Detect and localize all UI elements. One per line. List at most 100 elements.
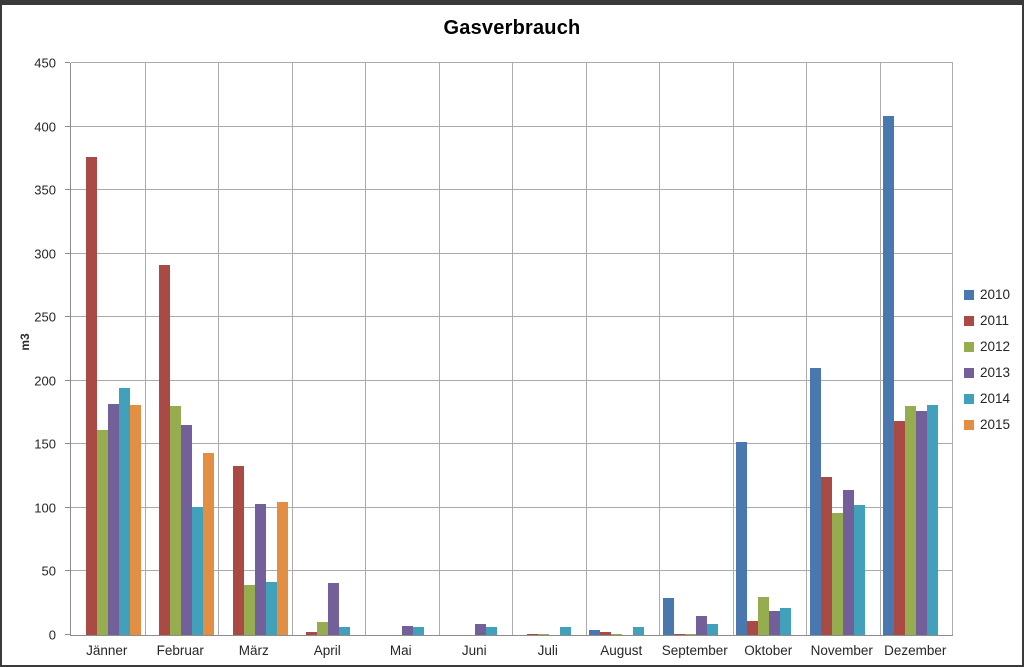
bar-2014-Oktober — [780, 608, 792, 635]
y-tick-label-250: 250 — [34, 309, 56, 325]
bar-2010-Oktober — [736, 441, 748, 635]
bar-2013-Mai — [401, 626, 413, 635]
bar-group-April — [292, 63, 366, 635]
gridline-y-450 — [71, 62, 953, 63]
bar-2012-Oktober — [758, 596, 770, 635]
plot-area — [70, 62, 953, 636]
gridline-x-12 — [952, 63, 953, 635]
bar-2012-Jänner — [96, 430, 108, 635]
bar-2013-Juni — [475, 623, 487, 635]
bar-2012-August — [611, 633, 623, 635]
y-tick-mark-0 — [65, 634, 70, 635]
x-label-September: September — [661, 643, 728, 658]
bar-2011-Dezember — [894, 421, 906, 635]
legend-swatch-2014 — [963, 393, 974, 404]
bar-2012-November — [831, 512, 843, 635]
bar-2013-November — [842, 490, 854, 635]
x-label-Juni: Juni — [461, 643, 487, 658]
y-tick-mark-250 — [65, 316, 70, 318]
legend-label-2011: 2011 — [979, 313, 1009, 328]
x-label-Oktober: Oktober — [744, 643, 793, 658]
bar-2012-April — [317, 622, 329, 635]
gridline-x-9 — [732, 63, 734, 635]
x-label-März: März — [238, 643, 269, 658]
legend-item-2011: 2011 — [963, 313, 1010, 328]
y-tick-label-50: 50 — [41, 563, 56, 579]
bar-2010-Dezember — [883, 116, 895, 635]
bar-2014-Februar — [192, 506, 204, 635]
bar-2011-August — [600, 632, 612, 635]
bar-2012-Februar — [170, 406, 182, 635]
legend-swatch-2013 — [963, 367, 974, 378]
bar-2013-Oktober — [769, 610, 781, 635]
bar-2011-März — [232, 465, 244, 635]
bar-2012-September — [684, 633, 696, 635]
x-label-Juli: Juli — [537, 643, 558, 658]
gridline-x-8 — [659, 63, 660, 635]
bar-2013-März — [254, 504, 266, 635]
bars-layer — [71, 63, 953, 635]
y-tick-label-150: 150 — [34, 436, 56, 452]
bar-group-Juni — [439, 63, 513, 635]
bar-2014-August — [633, 627, 645, 635]
legend-label-2013: 2013 — [979, 365, 1010, 380]
y-tick-mark-150 — [65, 443, 70, 445]
legend-label-2012: 2012 — [979, 339, 1010, 354]
bar-group-Mai — [365, 63, 439, 635]
y-tick-mark-50 — [65, 570, 70, 572]
x-label-Dezember: Dezember — [884, 643, 947, 658]
bar-2013-September — [695, 615, 707, 635]
gridline-x-3 — [291, 63, 293, 635]
gridline-x-6 — [512, 63, 513, 635]
y-tick-label-200: 200 — [34, 373, 56, 389]
bar-group-Juli — [512, 63, 586, 635]
y-tick-label-300: 300 — [34, 246, 56, 262]
x-label-Februar: Februar — [156, 643, 204, 658]
bar-2013-April — [328, 582, 340, 635]
y-tick-label-450: 450 — [34, 55, 56, 71]
gridline-x-2 — [218, 63, 219, 635]
x-label-April: April — [313, 643, 341, 658]
legend-item-2010: 2010 — [963, 287, 1010, 302]
x-label-Jänner: Jänner — [86, 643, 128, 658]
gridline-x-7 — [585, 63, 587, 635]
bar-group-September — [659, 63, 733, 635]
y-tick-mark-100 — [65, 506, 70, 508]
legend-label-2010: 2010 — [979, 287, 1010, 302]
bar-group-Februar — [145, 63, 219, 635]
legend-item-2013: 2013 — [963, 365, 1010, 380]
y-tick-label-0: 0 — [48, 627, 56, 643]
bar-2013-Dezember — [916, 411, 928, 635]
bar-2013-Jänner — [107, 403, 119, 635]
bar-2011-April — [306, 632, 318, 635]
bar-2015-März — [276, 501, 288, 635]
chart-title: Gasverbrauch — [443, 17, 581, 39]
bar-2011-Juli — [526, 633, 538, 635]
gridline-x-5 — [438, 63, 440, 635]
bar-2011-Jänner — [85, 157, 97, 635]
bar-2012-Dezember — [905, 406, 917, 635]
legend-swatch-2010 — [963, 289, 974, 300]
bar-2015-Februar — [203, 453, 215, 635]
legend-label-2015: 2015 — [979, 417, 1010, 432]
legend: 2010 2011 2012 2013 2014 2015 — [963, 287, 1010, 444]
bar-2014-September — [706, 623, 718, 635]
legend-swatch-2012 — [963, 341, 974, 352]
bar-2014-Juni — [486, 627, 498, 635]
legend-swatch-2011 — [963, 315, 974, 326]
legend-item-2015: 2015 — [963, 417, 1010, 432]
bar-2012-März — [243, 585, 255, 635]
y-tick-label-350: 350 — [34, 182, 56, 198]
bar-2014-März — [265, 581, 277, 635]
bar-2013-Februar — [181, 425, 193, 635]
bar-group-November — [806, 63, 880, 635]
gridline-x-4 — [365, 63, 366, 635]
y-tick-mark-450 — [65, 62, 70, 63]
bar-2011-Februar — [159, 265, 171, 635]
legend-swatch-2015 — [963, 419, 974, 430]
bar-2010-November — [809, 368, 821, 635]
bar-2010-August — [589, 629, 601, 635]
bar-2010-September — [662, 598, 674, 635]
bar-group-Oktober — [733, 63, 807, 635]
bar-2014-April — [339, 627, 351, 635]
